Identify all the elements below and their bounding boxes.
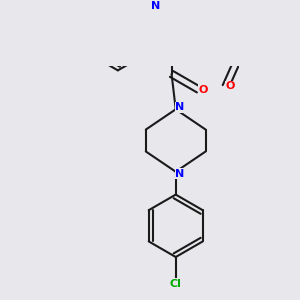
Text: N: N xyxy=(175,102,184,112)
Text: N: N xyxy=(151,1,160,11)
Text: Cl: Cl xyxy=(170,279,182,289)
Text: O: O xyxy=(198,85,207,94)
Text: O: O xyxy=(225,82,235,92)
Text: N: N xyxy=(175,169,184,179)
